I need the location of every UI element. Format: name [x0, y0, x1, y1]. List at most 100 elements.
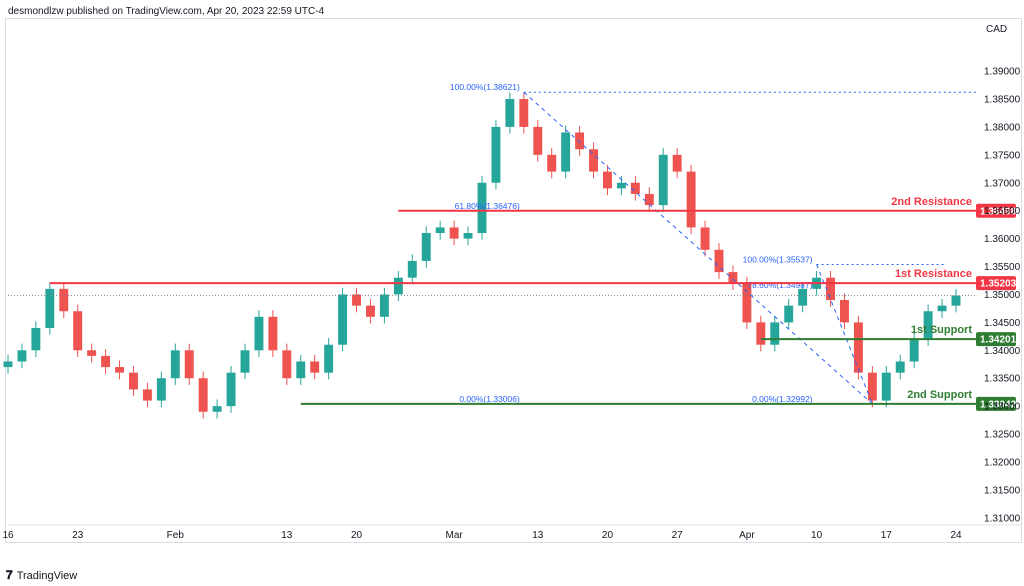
candle-body: [393, 277, 403, 295]
price-tag: [976, 396, 1016, 411]
candle: [212, 399, 222, 419]
candle: [310, 354, 320, 380]
y-tick-label: 1.33500: [984, 374, 1021, 385]
candle-body: [184, 350, 194, 379]
fib-trend-line: [523, 91, 873, 405]
analysis-overlays: 100.00%(1.38621) 0.00%(1.33006) 61.80%(1.3…: [8, 82, 1017, 411]
x-tick-label: 23: [72, 530, 84, 541]
y-tick-label: 1.39000: [984, 67, 1021, 78]
candle: [937, 298, 947, 318]
fib-trend-line-2: [816, 264, 873, 405]
y-tick-label: 1.31500: [984, 485, 1021, 496]
candle-body: [477, 182, 487, 234]
price-tag-text: 1.33042: [980, 399, 1017, 410]
candle: [198, 371, 208, 419]
candle-body: [881, 372, 891, 401]
price-tag: [976, 276, 1016, 291]
y-tick-label: 1.36000: [984, 234, 1021, 245]
candle: [672, 148, 682, 179]
candle: [3, 354, 13, 374]
x-tick-label: 27: [672, 530, 684, 541]
candle: [491, 120, 501, 190]
candle: [561, 125, 571, 179]
candle-body: [421, 233, 431, 261]
y-tick-label: 1.36500: [984, 206, 1021, 217]
fib-label: 0.00%(1.32992): [752, 394, 813, 404]
price-tag: [976, 332, 1016, 347]
candle-body: [379, 294, 389, 317]
candle-body: [45, 288, 55, 328]
y-tick-label: 1.32000: [984, 458, 1021, 469]
candle: [742, 276, 752, 330]
candle: [449, 220, 459, 246]
candle-body: [156, 378, 166, 401]
candle-body: [756, 322, 766, 345]
candle-body: [742, 283, 752, 323]
candle: [603, 164, 612, 196]
brand-label: TradingView: [16, 569, 78, 582]
candle-body: [533, 126, 543, 155]
candle: [184, 343, 194, 385]
candle: [630, 176, 640, 201]
candle: [407, 254, 417, 285]
candle-body: [491, 126, 501, 183]
publish-info: desmondlzw published on TradingView.com,…: [8, 6, 325, 17]
candle-body: [923, 311, 933, 340]
candle: [101, 349, 111, 374]
candle-body: [129, 372, 138, 390]
fib-label: 78.60%(1.34987): [747, 280, 812, 290]
price-tag-text: 1.35203: [980, 279, 1017, 290]
candle: [547, 148, 557, 179]
candle-body: [826, 277, 835, 301]
candle-body: [909, 339, 919, 362]
candle: [505, 92, 515, 134]
candle-body: [505, 98, 515, 127]
candle: [45, 282, 55, 335]
candle-body: [282, 350, 292, 379]
candle: [700, 220, 710, 257]
y-tick-label: 1.38000: [984, 122, 1021, 133]
candle-body: [616, 182, 626, 189]
candle: [756, 315, 766, 352]
candle: [658, 148, 668, 212]
level-title: 2nd Support: [907, 389, 972, 401]
fib-label: 100.00%(1.35537): [743, 254, 813, 264]
price-tag-text: 1.34201: [980, 335, 1017, 346]
candle-body: [951, 295, 961, 306]
tradingview-logo[interactable]: 𝟕 TradingView: [6, 568, 77, 583]
candle-body: [895, 361, 905, 373]
candle-body: [463, 233, 473, 239]
candle-body: [226, 372, 236, 407]
candle: [421, 226, 431, 268]
y-tick-label: 1.31000: [984, 513, 1021, 524]
candle: [115, 360, 124, 380]
candle: [575, 125, 585, 156]
candle-body: [728, 272, 738, 284]
candle-body: [31, 327, 41, 351]
candle: [728, 265, 738, 290]
candle-body: [686, 171, 696, 228]
price-tag-text: 1.36498: [980, 206, 1017, 217]
fib-label: 61.80%(1.36476): [455, 201, 520, 211]
candle-body: [547, 154, 557, 172]
candle: [686, 164, 696, 235]
candle-body: [575, 132, 585, 150]
candle-body: [115, 367, 124, 373]
x-tick-label: 20: [602, 530, 614, 541]
candlestick-series: [3, 92, 961, 419]
candle: [254, 310, 264, 358]
candle-body: [435, 227, 445, 234]
candle-body: [296, 361, 306, 379]
candle-body: [630, 182, 640, 194]
candle-body: [784, 305, 794, 323]
candle-body: [170, 350, 180, 379]
x-tick-label: 20: [351, 530, 363, 541]
y-tick-label: 1.35000: [984, 290, 1021, 301]
candle: [784, 298, 794, 330]
candle-body: [3, 361, 13, 368]
candle-body: [770, 322, 780, 345]
candle: [73, 304, 83, 358]
chart-frame: [5, 18, 1022, 543]
y-tick-label: 1.34500: [984, 318, 1021, 329]
